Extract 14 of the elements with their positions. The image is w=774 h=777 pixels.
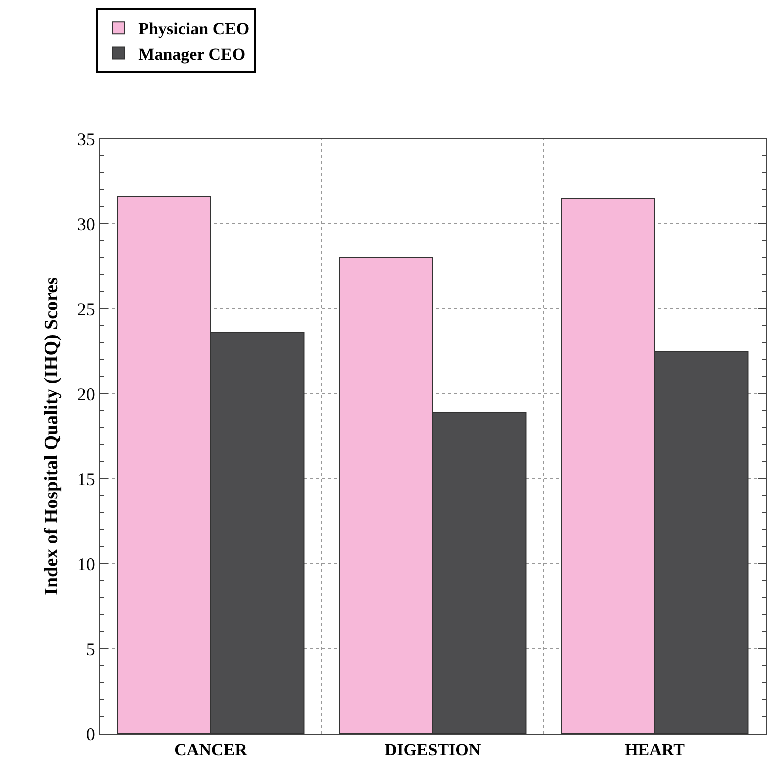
legend-label: Manager CEO bbox=[138, 44, 246, 64]
y-tick-label: 5 bbox=[86, 639, 96, 660]
y-tick-label: 10 bbox=[77, 554, 96, 574]
legend-label: Physician CEO bbox=[138, 20, 250, 39]
y-tick-label: 30 bbox=[77, 214, 96, 234]
y-axis-title: Index of Hospital Quality (IHQ) Scores bbox=[41, 278, 62, 596]
y-tick-label: 20 bbox=[77, 384, 96, 404]
y-tick-label: 0 bbox=[86, 724, 96, 744]
y-tick-label: 25 bbox=[77, 299, 96, 320]
x-tick-label: DIGESTION bbox=[384, 740, 482, 760]
x-tick-label: CANCER bbox=[174, 740, 248, 760]
y-tick-label: 35 bbox=[77, 129, 96, 150]
y-tick-label: 15 bbox=[77, 469, 96, 490]
x-tick-label: HEART bbox=[625, 740, 686, 760]
